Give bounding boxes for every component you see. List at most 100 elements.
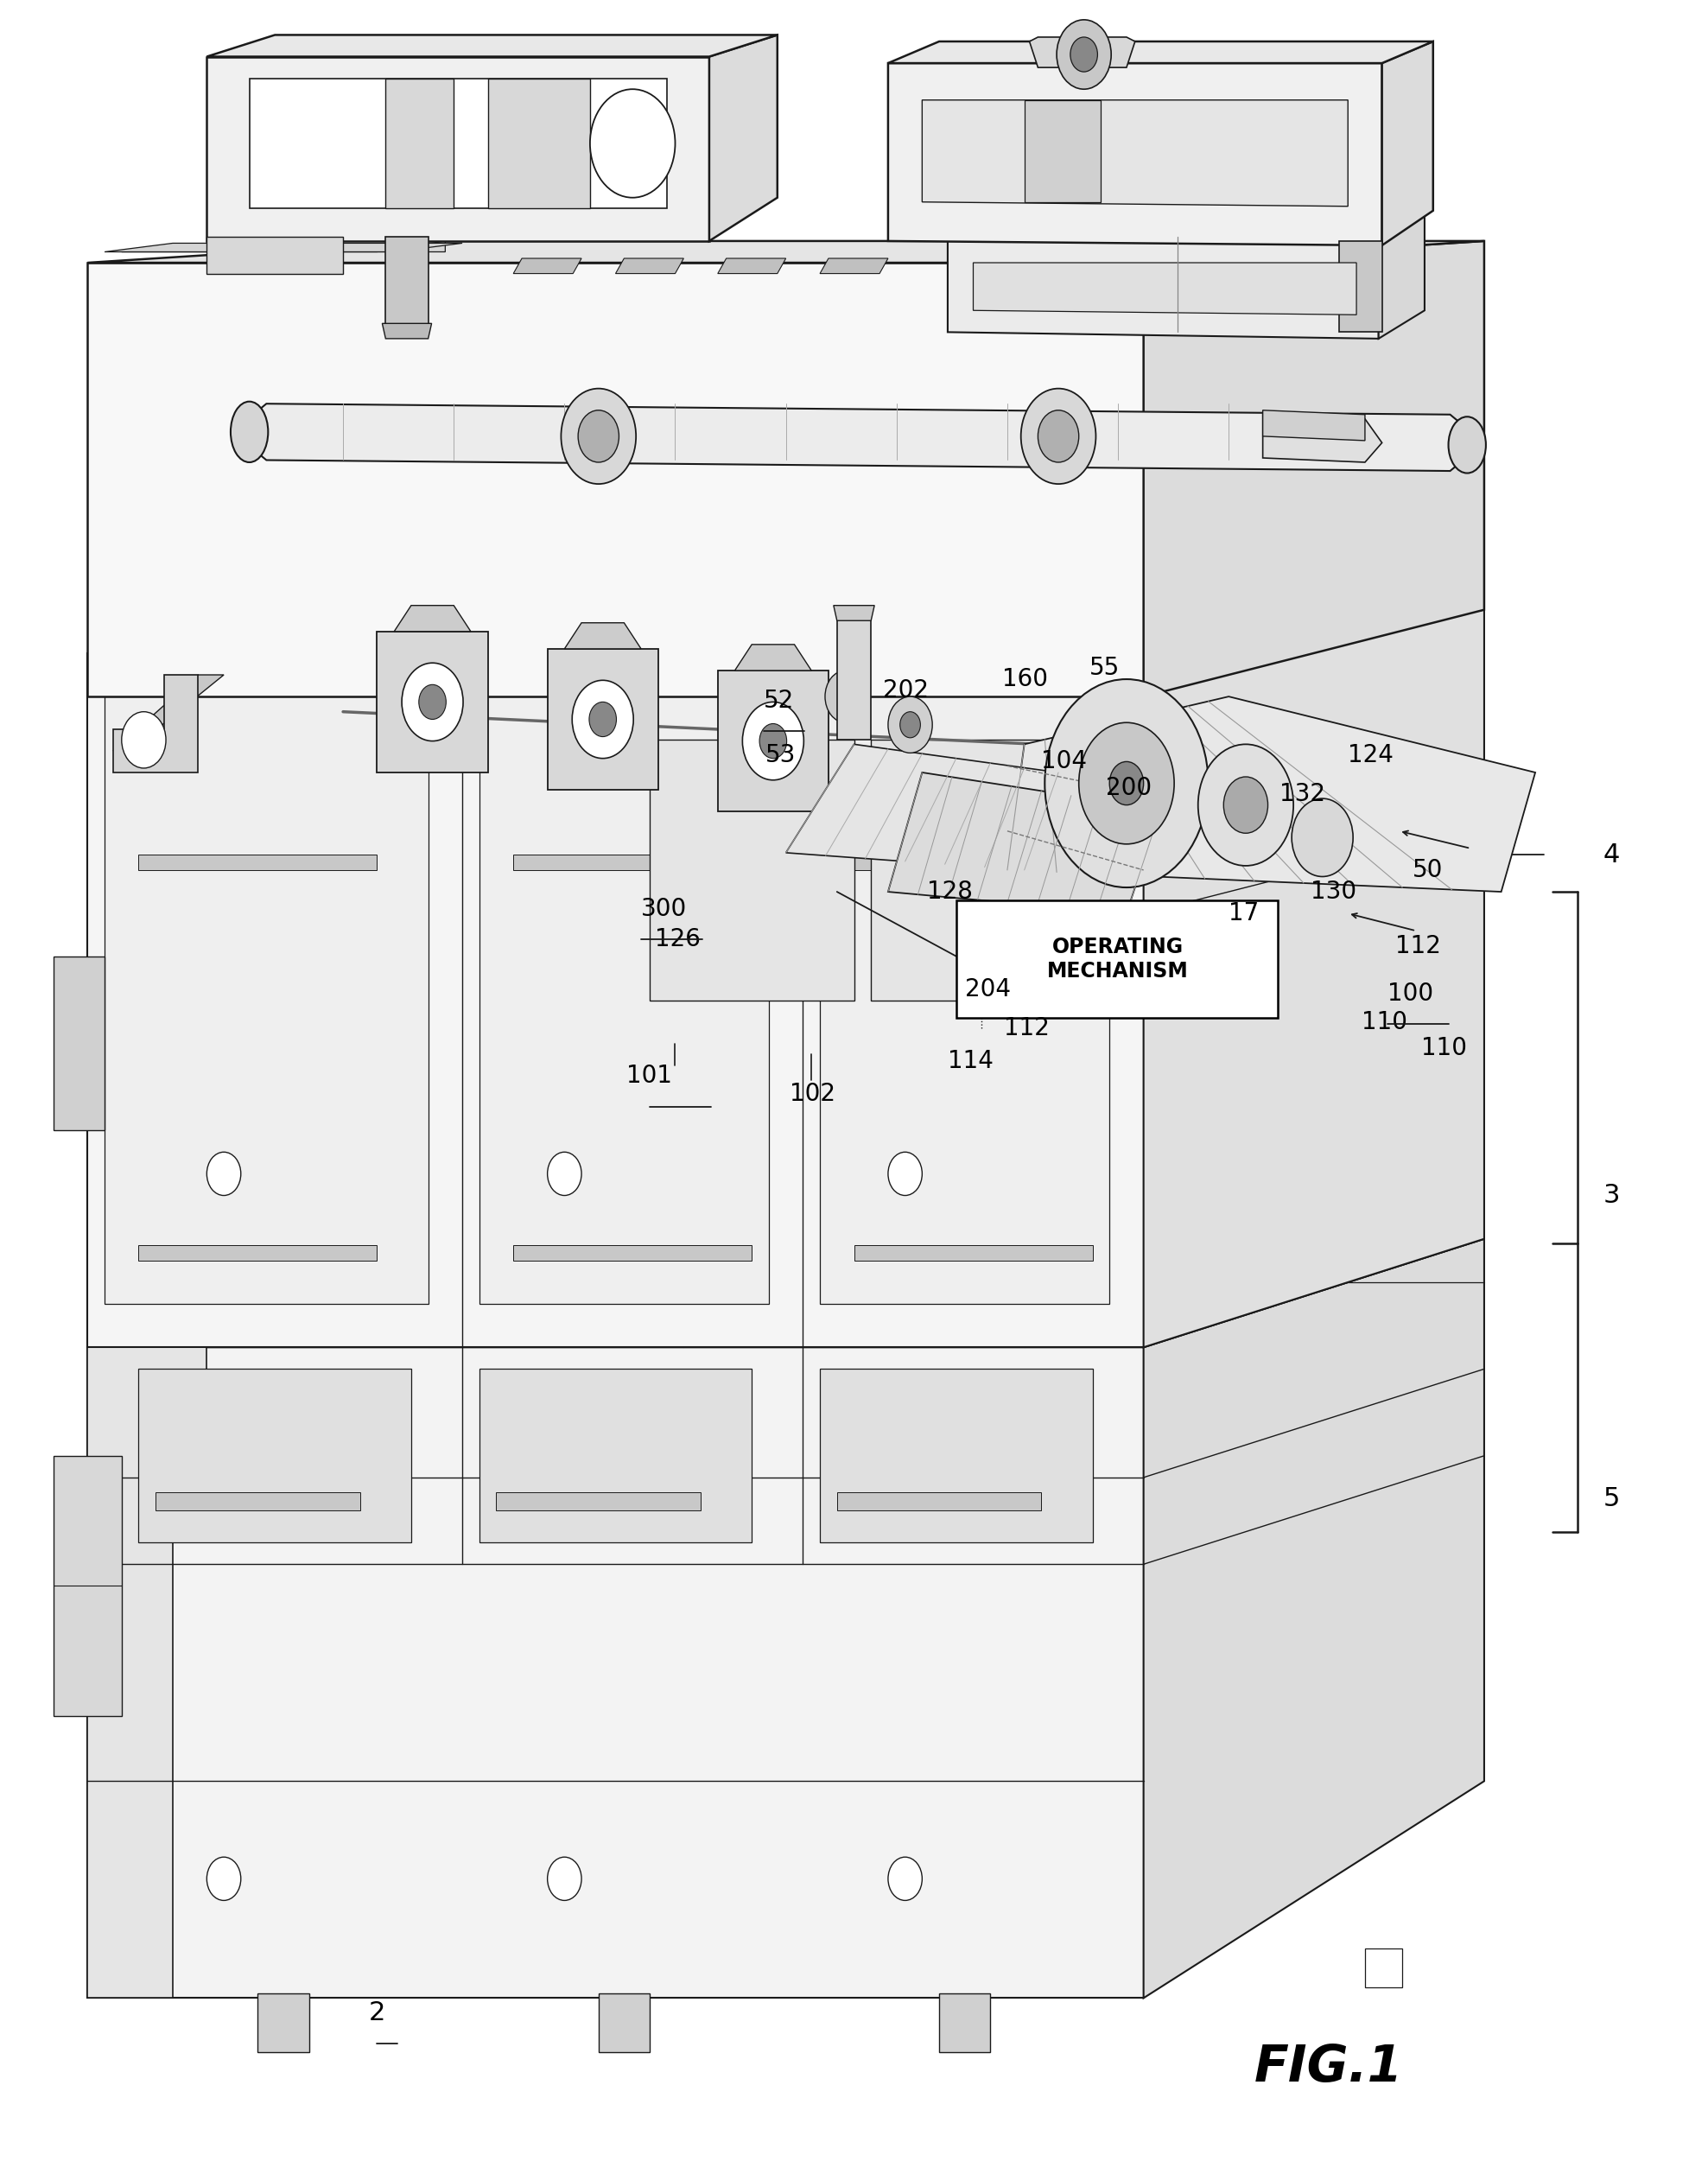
Text: 124: 124 bbox=[1348, 744, 1394, 767]
Polygon shape bbox=[87, 241, 1484, 263]
Polygon shape bbox=[232, 404, 1484, 472]
Text: FIG.1: FIG.1 bbox=[1254, 2044, 1402, 2091]
Circle shape bbox=[1079, 722, 1173, 844]
Polygon shape bbox=[820, 696, 1110, 1304]
Circle shape bbox=[1057, 20, 1112, 89]
Polygon shape bbox=[249, 78, 666, 209]
Circle shape bbox=[589, 702, 617, 737]
Polygon shape bbox=[113, 674, 198, 772]
Text: 112: 112 bbox=[1004, 1015, 1049, 1041]
Polygon shape bbox=[207, 57, 709, 241]
Circle shape bbox=[888, 696, 933, 752]
Polygon shape bbox=[87, 1348, 207, 1998]
Text: 104: 104 bbox=[1042, 750, 1086, 774]
Circle shape bbox=[1378, 226, 1419, 278]
Polygon shape bbox=[1262, 415, 1382, 463]
Polygon shape bbox=[888, 772, 1160, 913]
Text: 202: 202 bbox=[883, 678, 929, 702]
Text: 3: 3 bbox=[1604, 1183, 1621, 1209]
Text: 17: 17 bbox=[1228, 902, 1259, 926]
Polygon shape bbox=[87, 652, 1144, 1348]
Text: 50: 50 bbox=[1413, 859, 1443, 883]
Bar bbox=[1365, 1948, 1402, 1987]
Polygon shape bbox=[104, 243, 463, 252]
Polygon shape bbox=[820, 259, 888, 274]
Polygon shape bbox=[383, 324, 432, 339]
Polygon shape bbox=[113, 674, 224, 750]
Text: 2: 2 bbox=[369, 2000, 386, 2026]
Polygon shape bbox=[871, 739, 1059, 1000]
Bar bbox=[138, 1246, 377, 1261]
Polygon shape bbox=[386, 78, 454, 209]
Text: 160: 160 bbox=[1003, 667, 1049, 691]
Polygon shape bbox=[564, 622, 640, 648]
Polygon shape bbox=[480, 696, 769, 1304]
Polygon shape bbox=[53, 957, 104, 1130]
Polygon shape bbox=[104, 696, 429, 1304]
Text: 128: 128 bbox=[927, 880, 974, 904]
Circle shape bbox=[548, 1857, 581, 1900]
Circle shape bbox=[1197, 744, 1293, 865]
Bar bbox=[854, 854, 1093, 870]
Circle shape bbox=[1038, 411, 1079, 463]
Circle shape bbox=[121, 711, 166, 767]
Polygon shape bbox=[386, 237, 429, 333]
Polygon shape bbox=[803, 274, 1110, 652]
Ellipse shape bbox=[1448, 417, 1486, 474]
Bar bbox=[138, 854, 377, 870]
Text: 132: 132 bbox=[1279, 783, 1325, 807]
Polygon shape bbox=[1144, 241, 1484, 696]
Circle shape bbox=[1045, 678, 1208, 887]
Polygon shape bbox=[377, 630, 488, 772]
Bar bbox=[854, 1246, 1093, 1261]
Bar bbox=[155, 1494, 360, 1511]
Polygon shape bbox=[717, 259, 786, 274]
Polygon shape bbox=[1144, 609, 1484, 1348]
Circle shape bbox=[825, 670, 866, 722]
Polygon shape bbox=[87, 1348, 1144, 1998]
Bar bbox=[514, 854, 752, 870]
Text: 110: 110 bbox=[1361, 1011, 1407, 1035]
Circle shape bbox=[577, 411, 618, 463]
Circle shape bbox=[760, 724, 787, 759]
Circle shape bbox=[888, 1857, 922, 1900]
Circle shape bbox=[1110, 761, 1144, 804]
Polygon shape bbox=[104, 307, 173, 459]
Text: OPERATING
MECHANISM: OPERATING MECHANISM bbox=[1047, 937, 1189, 980]
Bar bbox=[837, 1494, 1042, 1511]
Polygon shape bbox=[974, 263, 1356, 315]
Text: 126: 126 bbox=[654, 928, 700, 952]
FancyBboxPatch shape bbox=[956, 900, 1278, 1017]
Polygon shape bbox=[87, 263, 1144, 696]
Text: 112: 112 bbox=[1395, 935, 1442, 959]
Circle shape bbox=[560, 389, 635, 485]
Circle shape bbox=[958, 230, 989, 270]
Circle shape bbox=[589, 89, 675, 198]
Circle shape bbox=[888, 1152, 922, 1196]
Polygon shape bbox=[1378, 211, 1424, 339]
Polygon shape bbox=[514, 259, 581, 274]
Circle shape bbox=[207, 1857, 241, 1900]
Polygon shape bbox=[888, 63, 1382, 246]
Circle shape bbox=[1259, 226, 1300, 278]
Polygon shape bbox=[121, 241, 446, 252]
Text: 200: 200 bbox=[1107, 776, 1151, 800]
Text: 4: 4 bbox=[1604, 841, 1621, 867]
Polygon shape bbox=[837, 609, 871, 739]
Circle shape bbox=[548, 1152, 581, 1196]
Polygon shape bbox=[1059, 246, 1279, 252]
Circle shape bbox=[1021, 389, 1097, 485]
Circle shape bbox=[207, 1152, 241, 1196]
Text: 204: 204 bbox=[965, 978, 1011, 1002]
Text: 130: 130 bbox=[1310, 880, 1356, 904]
Text: 101: 101 bbox=[627, 1063, 673, 1089]
Text: 300: 300 bbox=[640, 898, 687, 922]
Polygon shape bbox=[922, 100, 1348, 207]
Polygon shape bbox=[834, 604, 874, 620]
Polygon shape bbox=[649, 393, 939, 578]
Bar bbox=[497, 1494, 700, 1511]
Polygon shape bbox=[480, 1370, 752, 1544]
Polygon shape bbox=[820, 1370, 1093, 1544]
Text: 53: 53 bbox=[765, 744, 796, 767]
Polygon shape bbox=[87, 1239, 1484, 1348]
